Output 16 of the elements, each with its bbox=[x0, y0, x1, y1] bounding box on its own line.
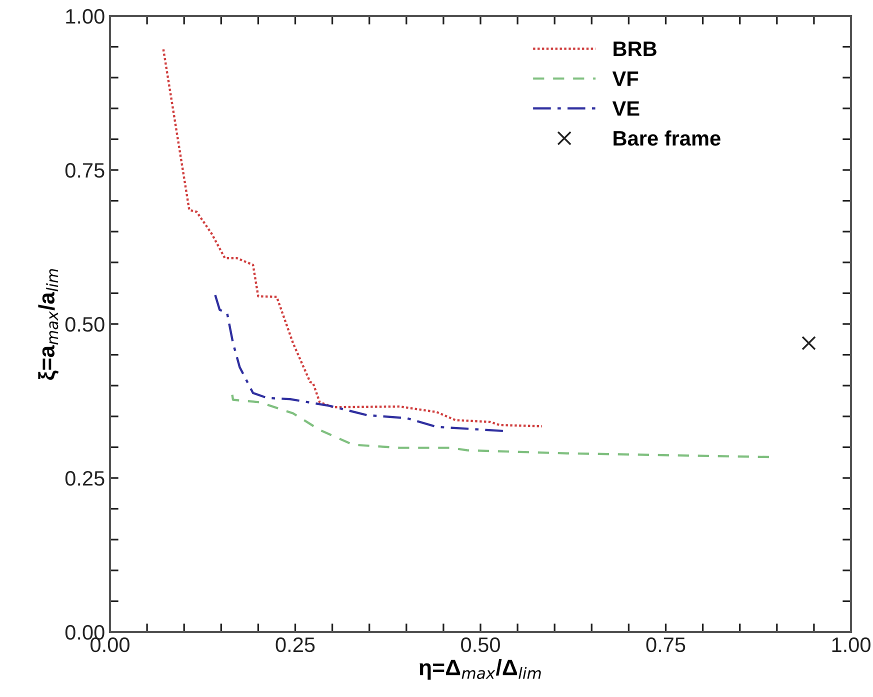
x-tick-label: 0.25 bbox=[276, 637, 315, 652]
line-series bbox=[162, 48, 544, 428]
y-tick-label: 1.00 bbox=[66, 9, 104, 24]
legend-label: Bare frame bbox=[614, 130, 720, 146]
y-axis-title: ξ=a$_{max}$/a$_{lim}$ bbox=[38, 269, 59, 380]
y-tick-label: 0.25 bbox=[65, 471, 104, 486]
legend-label: VE bbox=[612, 101, 640, 116]
legend-label: VF bbox=[612, 72, 638, 86]
legend-label: BRB bbox=[614, 42, 656, 56]
x-tick-label: 1.00 bbox=[832, 637, 870, 652]
x-axis-title: η=Δ$_{max}$/Δ$_{lim}$ bbox=[420, 659, 541, 680]
line-series bbox=[231, 394, 772, 458]
y-tick-label: 0.50 bbox=[65, 317, 104, 332]
x-tick-label: 0.75 bbox=[646, 637, 686, 652]
y-tick-label: 0.75 bbox=[65, 163, 104, 178]
x-tick-label: 0.50 bbox=[461, 637, 500, 652]
